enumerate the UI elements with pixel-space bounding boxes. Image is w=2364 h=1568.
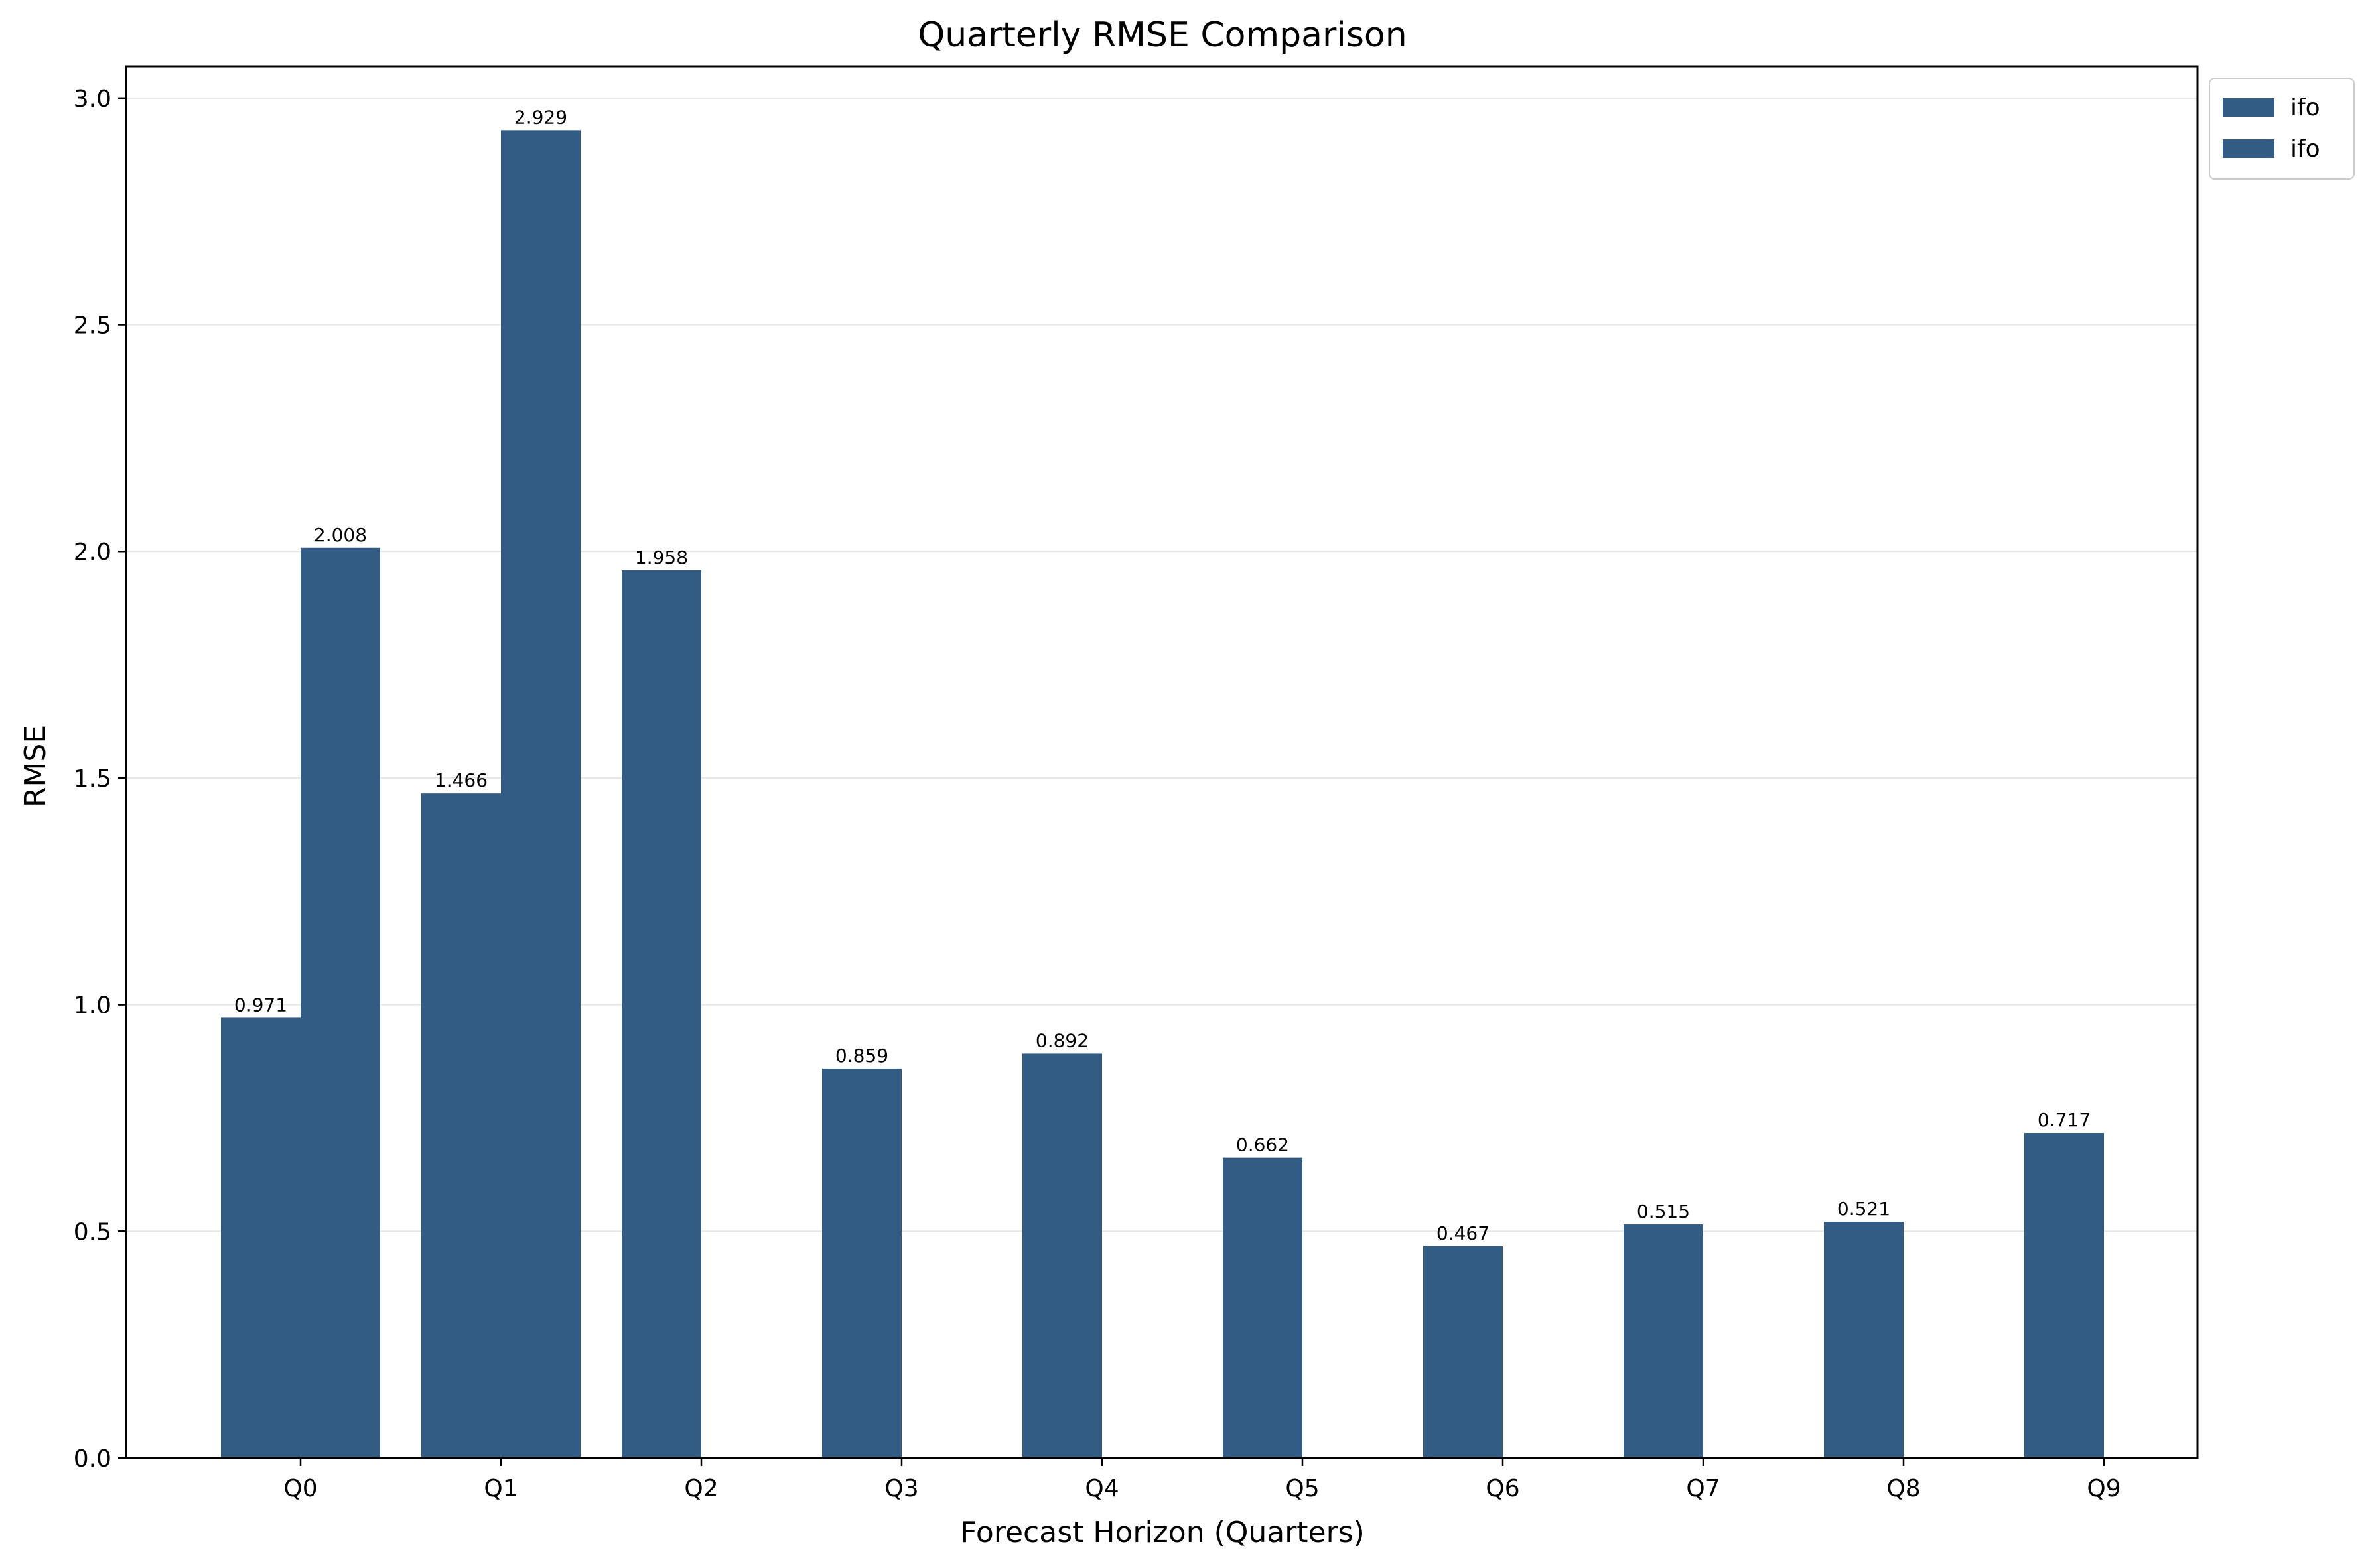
data-label: 2.929 — [514, 106, 567, 128]
data-label: 0.717 — [2038, 1109, 2091, 1131]
data-label: 1.958 — [635, 547, 688, 568]
data-labels: 0.971 1.466 1.958 0.859 0.892 0.662 0.467 0.515… — [234, 106, 2091, 1244]
data-label: 0.971 — [234, 994, 287, 1015]
bar — [1624, 1224, 1703, 1458]
chart-title: Quarterly RMSE Comparison — [918, 15, 1407, 55]
bar — [1824, 1221, 1904, 1458]
x-axis-label: Forecast Horizon (Quarters) — [960, 1516, 1365, 1549]
bar — [421, 793, 501, 1458]
y-tick-label: 3.0 — [74, 86, 111, 113]
legend-entry: ifo — [2290, 135, 2320, 163]
x-tick-label: Q4 — [1085, 1475, 1119, 1502]
data-label: 0.892 — [1036, 1029, 1089, 1051]
y-tick-label: 2.5 — [74, 312, 111, 340]
bar — [501, 130, 581, 1458]
x-tick-label: Q8 — [1886, 1475, 1920, 1502]
data-label: 0.662 — [1236, 1134, 1289, 1156]
x-tick-label: Q9 — [2087, 1475, 2121, 1502]
legend: ifo ifo — [2209, 78, 2355, 180]
bar — [1423, 1246, 1503, 1458]
x-tick-label: Q7 — [1686, 1475, 1720, 1502]
x-axis-ticks: Q0 Q1 Q2 Q3 Q4 Q5 Q6 Q7 Q8 Q9 — [283, 1458, 2121, 1502]
bars — [221, 130, 2104, 1459]
x-tick-label: Q1 — [484, 1475, 518, 1502]
y-tick-label: 2.0 — [74, 539, 111, 566]
data-label: 0.521 — [1837, 1198, 1890, 1220]
x-tick-label: Q3 — [884, 1475, 918, 1502]
bar — [1022, 1053, 1102, 1458]
y-tick-label: 0.5 — [74, 1218, 111, 1246]
bar — [822, 1068, 902, 1458]
y-tick-label: 1.5 — [74, 765, 111, 793]
legend-swatch — [2223, 139, 2274, 158]
x-tick-label: Q0 — [283, 1475, 317, 1502]
y-tick-label: 1.0 — [74, 992, 111, 1019]
data-label: 0.859 — [835, 1045, 888, 1067]
x-tick-label: Q2 — [684, 1475, 718, 1502]
bar — [2024, 1133, 2104, 1458]
x-tick-label: Q6 — [1486, 1475, 1519, 1502]
bar — [221, 1017, 301, 1458]
data-label: 0.467 — [1436, 1222, 1490, 1244]
x-tick-label: Q5 — [1285, 1475, 1319, 1502]
bar — [1223, 1157, 1302, 1458]
data-label: 2.008 — [314, 524, 367, 546]
legend-entry: ifo — [2290, 94, 2320, 121]
bar — [301, 547, 380, 1459]
y-tick-label: 0.0 — [74, 1445, 111, 1472]
y-axis-ticks: 0.0 0.5 1.0 1.5 2.0 2.5 3.0 — [74, 86, 126, 1472]
legend-box — [2209, 78, 2355, 180]
bar — [622, 570, 701, 1459]
plot-frame — [125, 65, 2199, 1459]
y-axis-label: RMSE — [19, 725, 52, 807]
legend-swatch — [2223, 98, 2274, 117]
data-label: 1.466 — [435, 769, 488, 791]
data-label: 0.515 — [1637, 1201, 1690, 1222]
